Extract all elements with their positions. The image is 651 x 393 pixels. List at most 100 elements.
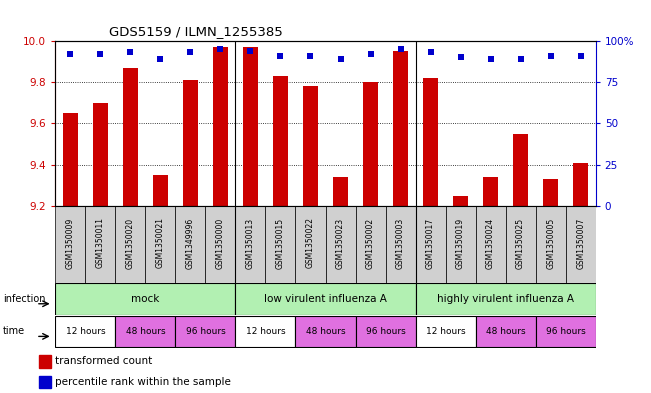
Point [155, 56, 165, 62]
Point [95, 51, 105, 57]
Bar [175, 206, 206, 283]
Bar [355, 316, 415, 347]
Bar [55, 316, 115, 347]
Point [186, 49, 196, 55]
Text: highly virulent influenza A: highly virulent influenza A [437, 294, 574, 304]
Bar [543, 179, 558, 206]
Bar [266, 206, 296, 283]
Bar [453, 196, 468, 206]
Text: GSM1350020: GSM1350020 [126, 217, 135, 268]
Text: 48 hours: 48 hours [306, 327, 345, 336]
Bar [415, 283, 596, 314]
Bar [303, 86, 318, 206]
Text: 96 hours: 96 hours [366, 327, 406, 336]
Text: GSM1350023: GSM1350023 [336, 217, 345, 268]
Bar [536, 206, 566, 283]
Text: 96 hours: 96 hours [186, 327, 225, 336]
Point [245, 48, 256, 54]
Bar [423, 78, 438, 206]
Bar [483, 177, 498, 206]
Bar [55, 206, 85, 283]
Bar [385, 206, 415, 283]
Bar [153, 175, 168, 206]
Bar [55, 283, 236, 314]
Text: GSM1349996: GSM1349996 [186, 217, 195, 269]
Bar [476, 206, 506, 283]
Bar [573, 163, 588, 206]
Point [575, 53, 586, 59]
Bar [273, 76, 288, 206]
Text: GSM1350002: GSM1350002 [366, 217, 375, 268]
Bar [476, 316, 536, 347]
Text: 48 hours: 48 hours [486, 327, 525, 336]
Text: GSM1350019: GSM1350019 [456, 217, 465, 268]
Text: low virulent influenza A: low virulent influenza A [264, 294, 387, 304]
Bar [415, 206, 445, 283]
Text: GSM1350017: GSM1350017 [426, 217, 435, 268]
Bar [206, 206, 236, 283]
Bar [39, 356, 51, 368]
Point [425, 49, 436, 55]
Bar [213, 47, 228, 206]
Point [516, 56, 526, 62]
Text: time: time [3, 327, 25, 336]
Bar [115, 316, 175, 347]
Text: GSM1350021: GSM1350021 [156, 217, 165, 268]
Text: GSM1350000: GSM1350000 [216, 217, 225, 269]
Point [395, 46, 406, 52]
Text: GSM1350009: GSM1350009 [66, 217, 75, 269]
Point [65, 51, 76, 57]
Text: 12 hours: 12 hours [245, 327, 285, 336]
Bar [236, 316, 296, 347]
Bar [363, 82, 378, 206]
Bar [296, 206, 326, 283]
Text: GSM1350015: GSM1350015 [276, 217, 285, 268]
Bar [333, 177, 348, 206]
Point [456, 54, 466, 61]
Text: percentile rank within the sample: percentile rank within the sample [55, 377, 231, 387]
Text: GSM1350011: GSM1350011 [96, 217, 105, 268]
Text: transformed count: transformed count [55, 356, 152, 366]
Bar [115, 206, 145, 283]
Point [365, 51, 376, 57]
Bar [145, 206, 175, 283]
Text: 96 hours: 96 hours [546, 327, 585, 336]
Bar [355, 206, 385, 283]
Bar [85, 206, 115, 283]
Text: 12 hours: 12 hours [66, 327, 105, 336]
Text: 12 hours: 12 hours [426, 327, 465, 336]
Bar [236, 206, 266, 283]
Bar [536, 316, 596, 347]
Bar [513, 134, 528, 206]
Bar [445, 206, 476, 283]
Text: GSM1350003: GSM1350003 [396, 217, 405, 269]
Text: GSM1350007: GSM1350007 [576, 217, 585, 269]
Bar [415, 316, 476, 347]
Point [546, 53, 556, 59]
Bar [243, 47, 258, 206]
Bar [39, 376, 51, 388]
Bar [93, 103, 108, 206]
Text: 48 hours: 48 hours [126, 327, 165, 336]
Point [125, 49, 135, 55]
Bar [566, 206, 596, 283]
Text: GSM1350005: GSM1350005 [546, 217, 555, 269]
Bar [63, 113, 78, 206]
Text: infection: infection [3, 294, 46, 304]
Point [305, 53, 316, 59]
Point [486, 56, 496, 62]
Text: GDS5159 / ILMN_1255385: GDS5159 / ILMN_1255385 [109, 25, 283, 38]
Bar [175, 316, 236, 347]
Bar [183, 80, 198, 206]
Bar [296, 316, 355, 347]
Text: mock: mock [132, 294, 159, 304]
Bar [123, 68, 138, 206]
Bar [393, 51, 408, 206]
Bar [236, 283, 415, 314]
Text: GSM1350024: GSM1350024 [486, 217, 495, 268]
Point [215, 46, 226, 52]
Text: GSM1350022: GSM1350022 [306, 217, 315, 268]
Bar [326, 206, 355, 283]
Text: GSM1350025: GSM1350025 [516, 217, 525, 268]
Text: GSM1350013: GSM1350013 [246, 217, 255, 268]
